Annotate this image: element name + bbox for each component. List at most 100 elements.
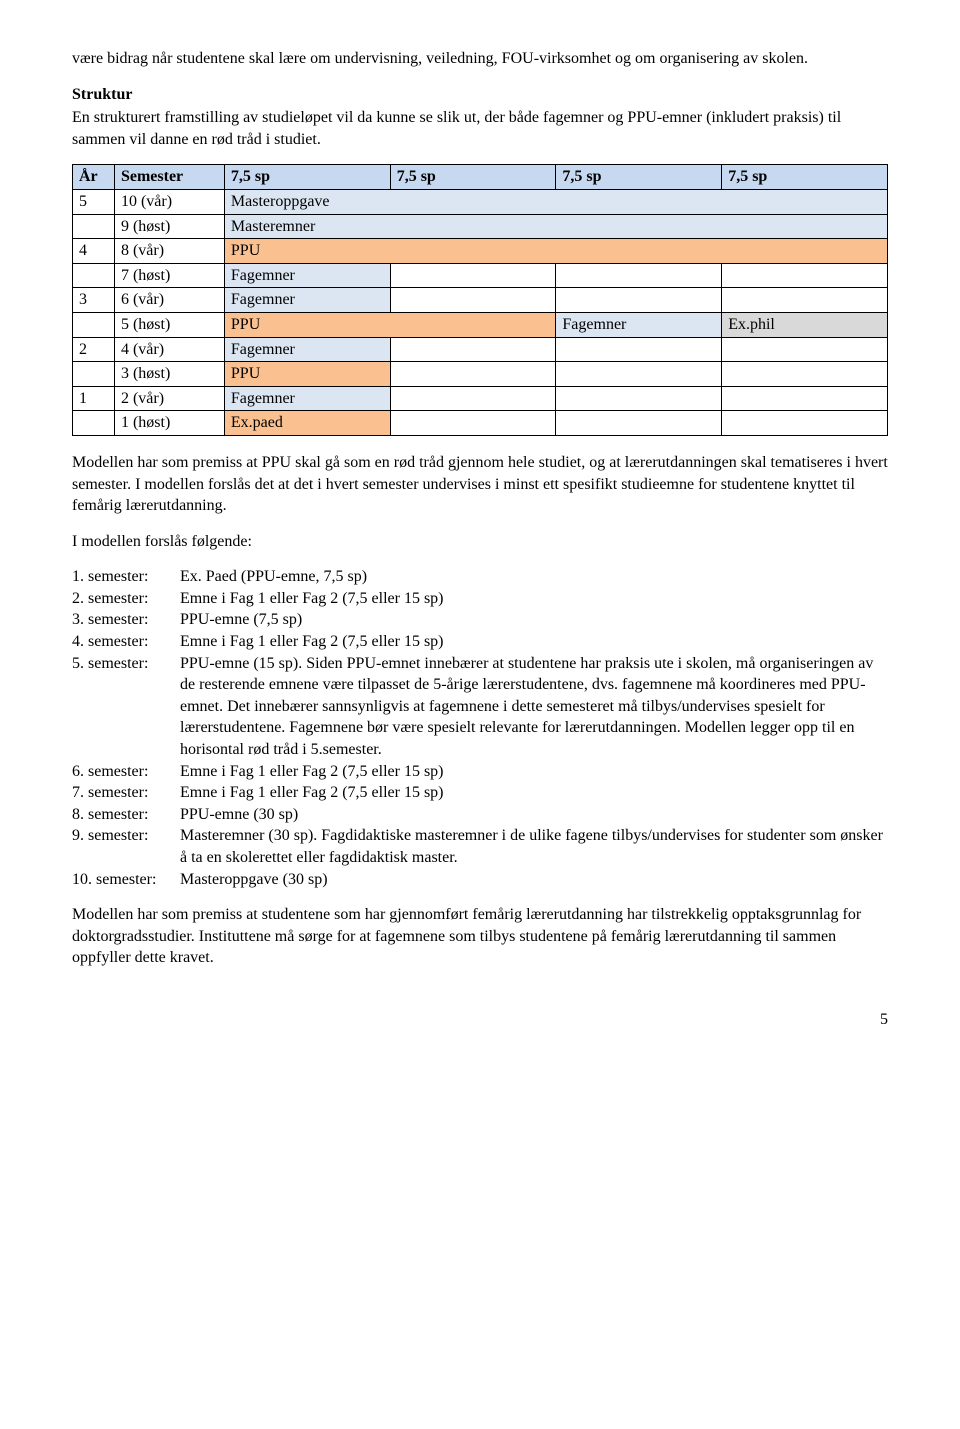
semester-text: Masteremner (30 sp). Fagdidaktiske maste… [180, 825, 888, 868]
semester-label: 6. semester: [72, 761, 180, 783]
cell-sem: 8 (vår) [114, 239, 224, 264]
cell-c4 [722, 386, 888, 411]
table-row: 4 8 (vår) PPU [73, 239, 888, 264]
table-row: 7 (høst) Fagemner [73, 263, 888, 288]
cell-ar [73, 263, 115, 288]
th-sp-3: 7,5 sp [556, 165, 722, 190]
cell-c4 [722, 411, 888, 436]
semester-label: 9. semester: [72, 825, 180, 847]
cell-span4: PPU [224, 239, 887, 264]
semester-label: 1. semester: [72, 566, 180, 588]
cell-c2 [390, 386, 556, 411]
cell-c4: Ex.phil [722, 312, 888, 337]
semester-text: PPU-emne (7,5 sp) [180, 609, 888, 631]
semester-row: 7. semester: Emne i Fag 1 eller Fag 2 (7… [72, 782, 888, 804]
cell-sem: 6 (vår) [114, 288, 224, 313]
table-row: 2 4 (vår) Fagemner [73, 337, 888, 362]
semester-row: 3. semester: PPU-emne (7,5 sp) [72, 609, 888, 631]
cell-c1: Fagemner [224, 263, 390, 288]
cell-c3 [556, 362, 722, 387]
cell-c3 [556, 411, 722, 436]
th-sp-2: 7,5 sp [390, 165, 556, 190]
cell-c3 [556, 386, 722, 411]
cell-c2 [390, 263, 556, 288]
cell-ar: 5 [73, 189, 115, 214]
cell-c4 [722, 362, 888, 387]
cell-c1: Fagemner [224, 288, 390, 313]
after-table-paragraph: Modellen har som premiss at PPU skal gå … [72, 452, 888, 517]
semester-row: 4. semester: Emne i Fag 1 eller Fag 2 (7… [72, 631, 888, 653]
cell-c2 [390, 411, 556, 436]
cell-sem: 7 (høst) [114, 263, 224, 288]
cell-c2 [390, 288, 556, 313]
semester-text: Masteroppgave (30 sp) [180, 869, 888, 891]
cell-ar: 3 [73, 288, 115, 313]
struktur-paragraph: En strukturert framstilling av studieløp… [72, 107, 888, 150]
table-header-row: År Semester 7,5 sp 7,5 sp 7,5 sp 7,5 sp [73, 165, 888, 190]
semester-row: 9. semester: Masteremner (30 sp). Fagdid… [72, 825, 888, 868]
semester-label: 7. semester: [72, 782, 180, 804]
semester-label: 8. semester: [72, 804, 180, 826]
semester-row: 2. semester: Emne i Fag 1 eller Fag 2 (7… [72, 588, 888, 610]
page-number: 5 [72, 1009, 888, 1031]
cell-c1: Fagemner [224, 386, 390, 411]
semester-text: Emne i Fag 1 eller Fag 2 (7,5 eller 15 s… [180, 761, 888, 783]
cell-sem: 3 (høst) [114, 362, 224, 387]
cell-c2 [390, 337, 556, 362]
semester-text: Ex. Paed (PPU-emne, 7,5 sp) [180, 566, 888, 588]
semester-row: 1. semester: Ex. Paed (PPU-emne, 7,5 sp) [72, 566, 888, 588]
th-sp-1: 7,5 sp [224, 165, 390, 190]
cell-sem: 4 (vår) [114, 337, 224, 362]
cell-ar [73, 411, 115, 436]
cell-c4 [722, 337, 888, 362]
cell-c1: Ex.paed [224, 411, 390, 436]
cell-c2 [390, 362, 556, 387]
semester-text: PPU-emne (15 sp). Siden PPU-emnet innebæ… [180, 653, 888, 761]
cell-c4 [722, 288, 888, 313]
th-semester: Semester [114, 165, 224, 190]
cell-ar [73, 214, 115, 239]
semester-text: PPU-emne (30 sp) [180, 804, 888, 826]
cell-c12: PPU [224, 312, 556, 337]
cell-sem: 5 (høst) [114, 312, 224, 337]
cell-sem: 9 (høst) [114, 214, 224, 239]
table-row: 1 2 (vår) Fagemner [73, 386, 888, 411]
semester-label: 10. semester: [72, 869, 180, 891]
cell-span4: Masteremner [224, 214, 887, 239]
semester-text: Emne i Fag 1 eller Fag 2 (7,5 eller 15 s… [180, 588, 888, 610]
table-row: 5 (høst) PPU Fagemner Ex.phil [73, 312, 888, 337]
semester-row: 10. semester: Masteroppgave (30 sp) [72, 869, 888, 891]
cell-ar [73, 312, 115, 337]
table-row: 5 10 (vår) Masteroppgave [73, 189, 888, 214]
cell-span4: Masteroppgave [224, 189, 887, 214]
cell-c4 [722, 263, 888, 288]
semester-list: 1. semester: Ex. Paed (PPU-emne, 7,5 sp)… [72, 566, 888, 890]
intro-paragraph: være bidrag når studentene skal lære om … [72, 48, 888, 70]
cell-c1: PPU [224, 362, 390, 387]
semester-text: Emne i Fag 1 eller Fag 2 (7,5 eller 15 s… [180, 782, 888, 804]
semester-label: 3. semester: [72, 609, 180, 631]
cell-sem: 10 (vår) [114, 189, 224, 214]
final-paragraph: Modellen har som premiss at studentene s… [72, 904, 888, 969]
cell-ar: 2 [73, 337, 115, 362]
cell-c3 [556, 288, 722, 313]
semester-label: 5. semester: [72, 653, 180, 675]
forslaas-paragraph: I modellen forslås følgende: [72, 531, 888, 553]
cell-ar: 1 [73, 386, 115, 411]
semester-text: Emne i Fag 1 eller Fag 2 (7,5 eller 15 s… [180, 631, 888, 653]
cell-c1: Fagemner [224, 337, 390, 362]
study-plan-table: År Semester 7,5 sp 7,5 sp 7,5 sp 7,5 sp … [72, 164, 888, 436]
cell-c3 [556, 263, 722, 288]
table-row: 9 (høst) Masteremner [73, 214, 888, 239]
cell-sem: 2 (vår) [114, 386, 224, 411]
th-sp-4: 7,5 sp [722, 165, 888, 190]
cell-c3 [556, 337, 722, 362]
table-row: 3 (høst) PPU [73, 362, 888, 387]
semester-row: 8. semester: PPU-emne (30 sp) [72, 804, 888, 826]
cell-ar [73, 362, 115, 387]
cell-c3: Fagemner [556, 312, 722, 337]
cell-sem: 1 (høst) [114, 411, 224, 436]
cell-ar: 4 [73, 239, 115, 264]
table-row: 1 (høst) Ex.paed [73, 411, 888, 436]
semester-label: 2. semester: [72, 588, 180, 610]
